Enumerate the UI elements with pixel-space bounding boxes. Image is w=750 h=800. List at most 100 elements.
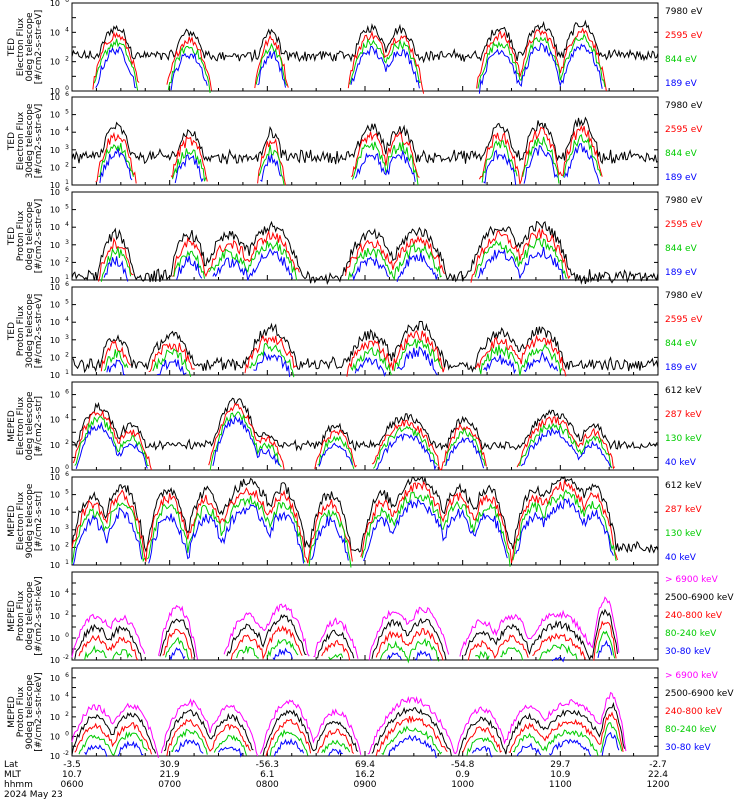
y-axis-label-line: MEPED bbox=[7, 505, 17, 537]
y-tick-exponent: 6 bbox=[65, 186, 69, 193]
y-axis-label-line: [#/cm2-s-str-keV] bbox=[34, 672, 44, 751]
y-tick-label: 10 bbox=[50, 258, 60, 267]
legend-entry: 7980 eV bbox=[665, 101, 703, 111]
y-tick-exponent: 6 bbox=[65, 471, 69, 478]
y-tick-label: 10 bbox=[50, 508, 60, 517]
series-trace-40-kev bbox=[72, 497, 614, 566]
y-tick-exponent: 6 bbox=[65, 0, 69, 4]
y-tick-exponent: 5 bbox=[65, 489, 69, 496]
y-tick-base: 10 bbox=[50, 612, 60, 621]
legend-entry: > 6900 keV bbox=[665, 575, 719, 585]
series-trace-130-kev bbox=[74, 411, 613, 471]
x-tick-lat: -56.3 bbox=[256, 760, 279, 770]
flux-panel-5: 10 0 10 2 10 4 10 6 MEPED Electron Flux 0deg teles… bbox=[7, 381, 702, 475]
y-tick-exponent: 5 bbox=[65, 109, 69, 116]
y-tick-exponent: 1 bbox=[65, 369, 69, 376]
y-tick-exponent: 4 bbox=[65, 506, 69, 513]
y-tick-exponent: 4 bbox=[65, 126, 69, 133]
y-tick-base: 10 bbox=[50, 371, 60, 380]
y-tick-base: 10 bbox=[50, 752, 60, 761]
y-tick-base: 10 bbox=[50, 466, 60, 475]
x-row-label: Lat bbox=[4, 760, 19, 770]
legend-entry: 30-80 keV bbox=[665, 647, 711, 657]
flux-panel-2: 10 1 10 2 10 3 10 4 10 5 10 6 TED Electron Flux 30deg … bbox=[7, 91, 703, 190]
x-tick-hhmm: 0700 bbox=[158, 780, 181, 790]
y-tick-label: 10 bbox=[50, 58, 60, 67]
legend-entry: 2595 eV bbox=[665, 220, 703, 230]
y-tick-base: 10 bbox=[50, 473, 60, 482]
y-tick-label: 10 bbox=[50, 111, 60, 120]
y-tick-exponent: 0 bbox=[65, 85, 69, 92]
y-tick-label: 10 bbox=[50, 283, 60, 292]
series-trace-612-kev bbox=[71, 397, 658, 452]
legend-entry: 80-240 keV bbox=[665, 629, 717, 639]
y-tick-base: 10 bbox=[50, 223, 60, 232]
x-tick-lat: -54.8 bbox=[451, 760, 475, 770]
y-tick-label: 10 bbox=[50, 732, 60, 741]
y-tick-label: 10 bbox=[50, 128, 60, 137]
legend-entry: 844 eV bbox=[665, 244, 698, 254]
y-axis-label-line: [#/cm2-s-str-eV] bbox=[34, 104, 44, 179]
legend-entry: 189 eV bbox=[665, 79, 698, 89]
y-tick-base: 10 bbox=[50, 181, 60, 190]
legend-entry: 844 eV bbox=[665, 149, 698, 159]
legend-entry: 2595 eV bbox=[665, 31, 703, 41]
y-tick-base: 10 bbox=[50, 93, 60, 102]
y-tick-base: 10 bbox=[50, 301, 60, 310]
y-tick-base: 10 bbox=[50, 206, 60, 215]
y-tick-exponent: 5 bbox=[65, 204, 69, 211]
y-tick-label: 10 bbox=[50, 353, 60, 362]
y-tick-exponent: 2 bbox=[65, 351, 69, 358]
y-axis-label-line: Electron Flux bbox=[16, 396, 26, 455]
series-trace-80-240-kev bbox=[84, 630, 616, 664]
y-tick-base: 10 bbox=[50, 732, 60, 741]
x-tick-mlt: 16.2 bbox=[355, 770, 375, 780]
series-trace-40-kev bbox=[75, 415, 612, 471]
y-tick-exponent: -2 bbox=[63, 654, 69, 661]
legend-entry: 240-800 keV bbox=[665, 611, 723, 621]
series-trace-189-ev bbox=[103, 246, 564, 282]
x-tick-mlt: 21.9 bbox=[160, 770, 180, 780]
y-tick-label: 10 bbox=[50, 28, 60, 37]
y-tick-exponent: 2 bbox=[65, 161, 69, 168]
y-axis-label-line: Electron Flux bbox=[16, 491, 26, 550]
y-axis-label-line: Electron Flux bbox=[16, 17, 26, 76]
legend-entry: 40 keV bbox=[665, 553, 697, 563]
y-tick-exponent: 6 bbox=[65, 91, 69, 98]
y-tick-label: 10 bbox=[50, 146, 60, 155]
y-axis-label-line: 30deg telescope bbox=[25, 103, 35, 178]
panel-frame bbox=[71, 96, 659, 186]
y-tick-label: 10 bbox=[50, 590, 60, 599]
x-tick-hhmm: 1000 bbox=[451, 780, 474, 790]
y-tick-exponent: 3 bbox=[65, 524, 69, 531]
series-trace-30-80-kev bbox=[169, 639, 613, 663]
legend-entry: 240-800 keV bbox=[665, 707, 723, 717]
series-trace-7980-ev bbox=[71, 320, 659, 374]
panel-frame bbox=[71, 191, 659, 281]
y-tick-label: 10 bbox=[50, 223, 60, 232]
y-tick-exponent: 2 bbox=[65, 256, 69, 263]
panel-frame bbox=[71, 571, 659, 661]
y-tick-base: 10 bbox=[50, 111, 60, 120]
series-trace-2500-6900-kev bbox=[71, 701, 625, 757]
x-row-label: hhmm bbox=[4, 780, 33, 790]
y-tick-label: 10 bbox=[50, 301, 60, 310]
panel-frame bbox=[71, 667, 659, 757]
flux-panel-1: 10 0 10 2 10 4 10 6 TED Electron Flux 0deg telesco… bbox=[7, 0, 703, 96]
y-tick-label: 10 bbox=[50, 491, 60, 500]
panel-frame bbox=[71, 476, 659, 566]
date-label: 2024 May 23 bbox=[4, 790, 63, 800]
y-tick-exponent: 6 bbox=[65, 281, 69, 288]
y-tick-base: 10 bbox=[50, 526, 60, 535]
y-tick-base: 10 bbox=[50, 674, 60, 683]
y-tick-exponent: 4 bbox=[65, 414, 69, 421]
y-tick-base: 10 bbox=[50, 283, 60, 292]
y-axis-label-line: TED bbox=[7, 322, 17, 341]
y-tick-label: 10 bbox=[50, 188, 60, 197]
x-tick-mlt: 22.4 bbox=[648, 770, 668, 780]
y-tick-base: 10 bbox=[50, 491, 60, 500]
legend-entry: 189 eV bbox=[665, 363, 698, 373]
y-tick-exponent: 4 bbox=[65, 588, 69, 595]
flux-panel-4: 10 1 10 2 10 3 10 4 10 5 10 6 TED Proton Flux 30deg te… bbox=[7, 281, 703, 380]
y-tick-base: 10 bbox=[50, 693, 60, 702]
